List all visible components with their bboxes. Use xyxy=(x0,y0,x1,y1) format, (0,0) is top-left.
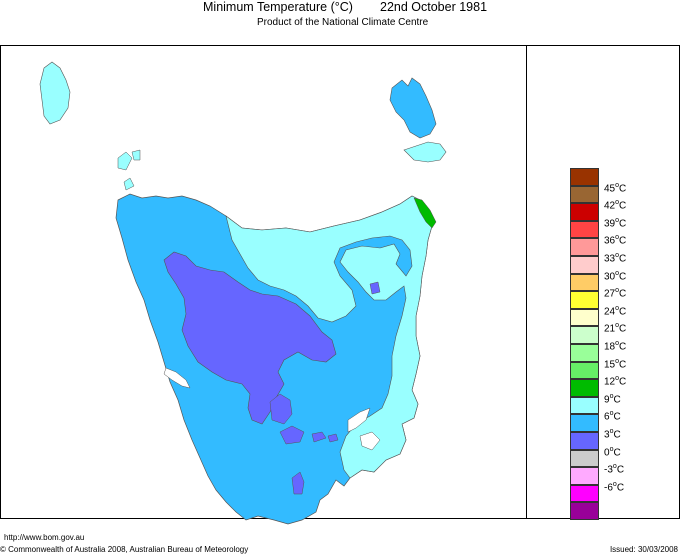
map-title: Minimum Temperature (°C) 22nd October 19… xyxy=(0,0,680,14)
legend-label: 45oC xyxy=(604,181,627,194)
title-date: 22nd October 1981 xyxy=(380,0,488,14)
legend-swatch xyxy=(570,396,599,415)
legend-swatch xyxy=(570,326,599,344)
se-bays xyxy=(347,407,381,451)
king-island xyxy=(39,61,71,125)
legend-swatch xyxy=(570,344,599,362)
legend-label: 24oC xyxy=(604,304,627,318)
legend-swatch xyxy=(570,361,599,380)
legend-swatch xyxy=(570,467,599,485)
legend-label: 42oC xyxy=(604,199,627,212)
legend-label: 33oC xyxy=(604,252,627,265)
title-text: Minimum Temperature (°C) xyxy=(203,0,353,14)
legend-swatch xyxy=(570,220,599,239)
legend-label: 36oC xyxy=(604,234,627,247)
legend-swatch xyxy=(570,449,599,468)
flinders-island xyxy=(389,77,437,139)
legend-swatch xyxy=(570,484,599,503)
legend-swatch xyxy=(570,432,599,450)
legend-label: 27oC xyxy=(604,287,627,300)
legend-swatch xyxy=(570,273,599,292)
legend-label: 18oC xyxy=(604,340,627,353)
legend-swatch xyxy=(570,256,599,274)
coastal-zone-12-15 xyxy=(413,197,437,229)
central-zone-3-6 xyxy=(163,251,337,425)
footer-url[interactable]: http://www.bom.gov.au xyxy=(4,533,85,542)
legend-swatch xyxy=(570,238,599,256)
legend-swatch xyxy=(570,291,599,309)
legend-label: 39oC xyxy=(604,216,627,230)
legend-label: 15oC xyxy=(604,357,627,370)
map-subtitle: Product of the National Climate Centre xyxy=(257,17,429,28)
legend-label: 12oC xyxy=(604,375,627,388)
legend-label: -3oC xyxy=(604,463,625,476)
patch-3-6-d xyxy=(291,471,305,495)
footer-copyright: © Commonwealth of Australia 2008, Austra… xyxy=(0,545,249,554)
legend-label: 30oC xyxy=(604,269,627,282)
legend-label: 6oC xyxy=(604,410,621,423)
patch-3-6-a xyxy=(269,393,293,425)
legend-label: 21oC xyxy=(604,322,627,335)
legend-divider xyxy=(526,45,527,519)
legend-swatch xyxy=(570,203,599,221)
footer-issued: Issued: 30/03/2008 xyxy=(609,545,678,554)
legend-swatch xyxy=(570,168,599,186)
legend-label: -6oC xyxy=(604,480,625,494)
legend-swatch xyxy=(570,308,599,327)
legend-label: 3oC xyxy=(604,428,621,441)
patch-3-6-e xyxy=(369,281,381,295)
patch-3-6-c xyxy=(311,431,339,443)
patch-3-6-b xyxy=(279,425,305,445)
legend-label: 9oC xyxy=(604,392,621,406)
legend-swatch xyxy=(570,185,599,204)
macquarie-harbour xyxy=(163,367,191,389)
legend-swatch xyxy=(570,502,599,520)
hunter-islets xyxy=(117,149,141,191)
legend-swatch xyxy=(570,414,599,432)
legend-swatch xyxy=(570,379,599,397)
east-zone-9-12 xyxy=(225,195,433,479)
legend-label: 0oC xyxy=(604,445,621,458)
cape-barren-island xyxy=(403,141,447,163)
